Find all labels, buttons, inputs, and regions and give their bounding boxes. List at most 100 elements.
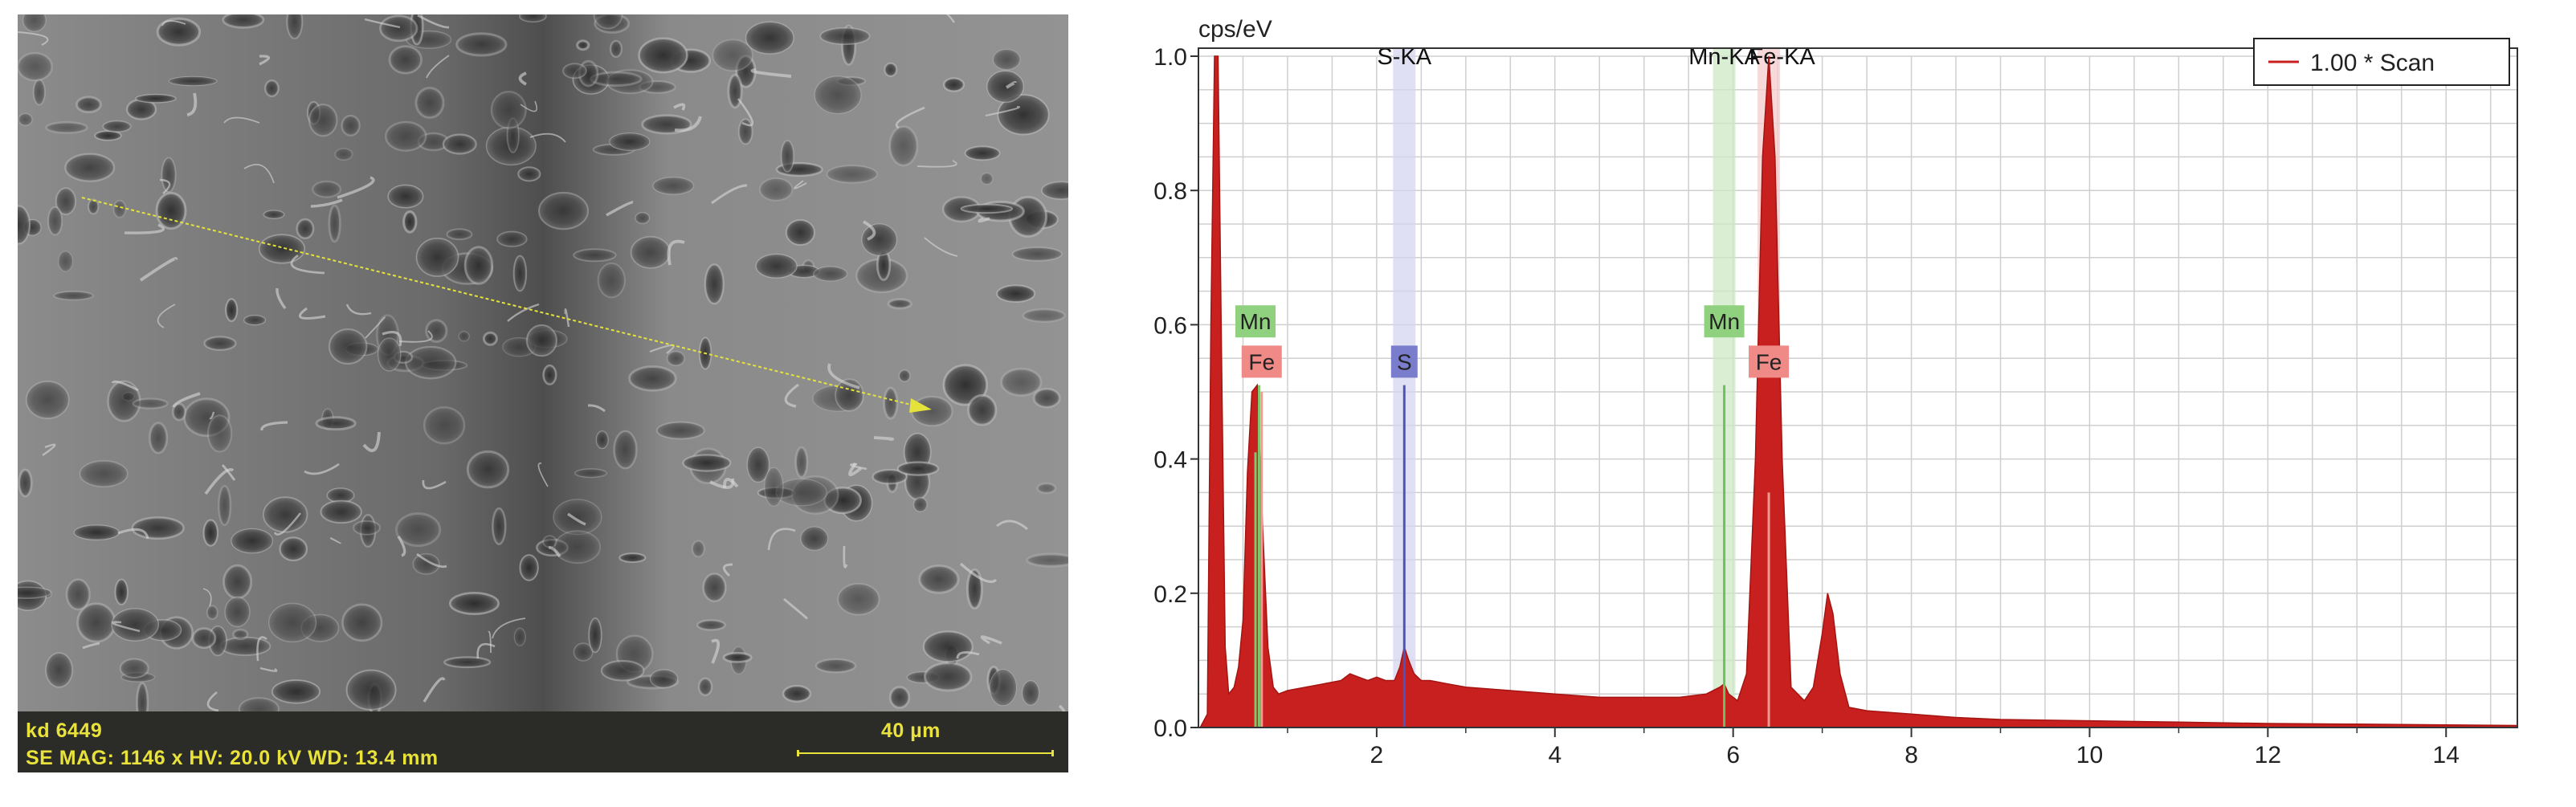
sem-pit <box>942 77 965 92</box>
sem-ridge <box>507 303 540 322</box>
sem-pit <box>79 459 129 487</box>
sem-pit <box>341 603 383 642</box>
sem-pit <box>135 93 177 104</box>
spectrum-series-scan <box>1198 55 2518 728</box>
sem-pit <box>168 75 218 87</box>
sem-ridge <box>827 363 860 389</box>
sem-pit <box>267 602 317 643</box>
sem-pit <box>45 120 88 134</box>
sem-pit <box>22 14 47 32</box>
sem-pit <box>341 114 361 137</box>
sem-ridge <box>209 411 215 420</box>
sem-pit <box>155 191 187 230</box>
sem-pit <box>996 284 1036 304</box>
x-tick-label: 14 <box>2433 742 2460 768</box>
sem-ridge <box>426 55 450 79</box>
sem-pit <box>73 524 120 540</box>
sem-pit <box>263 496 308 533</box>
chart-axes: 0.0 0.2 0.4 0.6 0.8 1.0 2 4 6 8 10 12 14 <box>1153 44 2518 768</box>
sem-pit <box>923 662 973 692</box>
sem-pit <box>888 125 919 167</box>
sem-pit <box>119 658 149 679</box>
sem-ridge <box>273 512 301 536</box>
sem-ridge <box>1005 80 1017 89</box>
x-tick-label: 4 <box>1548 742 1562 768</box>
sem-ridge <box>895 106 925 129</box>
sem-pit <box>887 298 912 310</box>
element-label-box-mn <box>1704 305 1745 338</box>
sem-pit <box>415 237 459 277</box>
sem-pit <box>482 331 498 346</box>
sem-pit <box>553 499 602 536</box>
sem-pit <box>712 39 753 72</box>
sem-pit <box>455 32 508 57</box>
sem-ridge <box>723 478 739 489</box>
eds-spectrum-panel: S-KA Mn-KA Fe-KA Mn Fe S Mn Fe 0.0 0.2 0.4 0.6 0.8… <box>1118 0 2576 807</box>
sem-pit <box>448 591 500 615</box>
sem-ridge <box>417 14 450 29</box>
sem-ridge <box>18 31 49 46</box>
sem-pit <box>800 526 829 551</box>
sem-ridge <box>564 308 570 328</box>
sem-ridge <box>917 160 957 168</box>
sem-ridge <box>767 528 796 551</box>
sem-ridge <box>299 307 326 320</box>
sem-ridge <box>711 184 748 205</box>
sem-pit <box>727 73 743 109</box>
element-label-s: S <box>1397 349 1412 374</box>
sem-pit <box>412 552 440 575</box>
x-tick-label: 8 <box>1904 742 1918 768</box>
sem-ridge <box>172 392 201 408</box>
sem-pit <box>18 468 33 498</box>
sem-ridge <box>276 287 287 310</box>
y-tick-label: 1.0 <box>1153 44 1187 71</box>
element-label-fe: Fe <box>1248 349 1275 374</box>
sem-pit <box>191 627 217 650</box>
sem-pit <box>896 461 940 476</box>
sem-ridge <box>794 180 807 190</box>
sem-ridge <box>606 201 634 217</box>
sem-ridge <box>221 464 236 481</box>
sem-pit <box>573 248 617 263</box>
sem-pit <box>385 120 427 152</box>
sem-pit <box>490 91 527 129</box>
sem-ridge <box>223 116 260 124</box>
sem-pit <box>826 165 878 184</box>
sem-ridge <box>476 642 496 659</box>
element-label-box-fe <box>1241 345 1282 378</box>
sem-ridge <box>186 92 198 116</box>
sem-pit <box>443 656 492 669</box>
sem-pit <box>600 659 645 682</box>
sem-pit <box>573 642 594 662</box>
sem-pit <box>518 14 547 23</box>
sem-pit <box>65 578 91 611</box>
sem-pit <box>402 210 418 234</box>
sem-pit <box>655 421 705 440</box>
sem-pit <box>861 223 898 256</box>
sem-ridge <box>124 223 165 234</box>
sem-pit <box>258 234 306 264</box>
x-tick-label: 12 <box>2255 742 2281 768</box>
sem-pit <box>25 380 70 420</box>
sem-pit <box>884 62 898 78</box>
sem-pit <box>206 605 218 621</box>
sem-pit <box>775 478 827 507</box>
sem-scale-label: 40 µm <box>881 719 941 742</box>
sem-pit <box>58 251 74 272</box>
sem-ridge <box>397 536 406 557</box>
sem-ridge <box>259 55 271 66</box>
sem-pit <box>989 669 1018 707</box>
linescan-arrowhead <box>909 398 932 413</box>
sem-ridge <box>711 638 721 664</box>
sem-pit <box>593 14 623 30</box>
y-tick-label: 0.8 <box>1153 178 1187 205</box>
sem-pit <box>542 535 557 548</box>
sem-pit <box>112 199 127 218</box>
element-label-box-fe <box>1749 345 1790 378</box>
sem-ridge <box>843 545 848 569</box>
sem-pit <box>156 17 202 47</box>
sem-ridge <box>329 537 341 544</box>
sem-ridge <box>111 621 141 633</box>
sem-ridge <box>978 217 990 223</box>
